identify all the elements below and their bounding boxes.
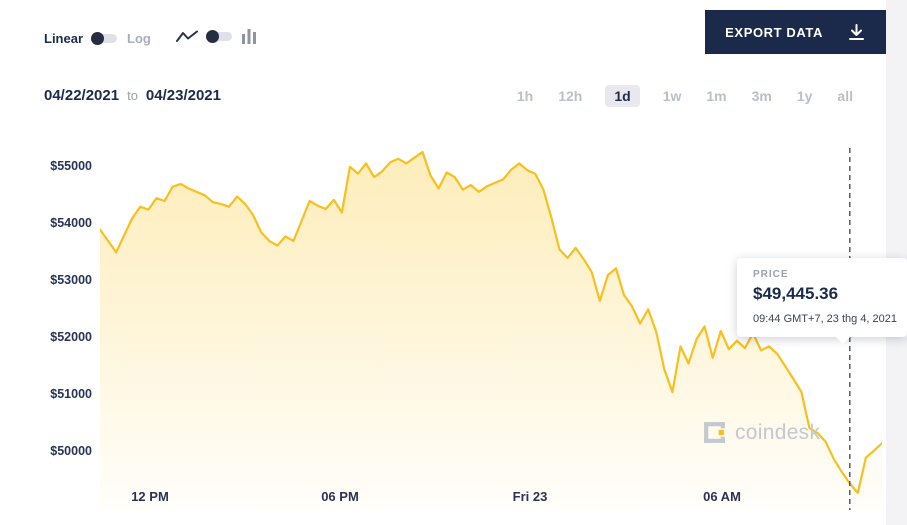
x-axis-label: 12 PM bbox=[131, 489, 169, 504]
range-option-1d[interactable]: 1d bbox=[605, 85, 640, 107]
download-arrow-icon bbox=[847, 23, 866, 42]
y-axis-label: $55000 bbox=[50, 159, 92, 173]
range-option-1w[interactable]: 1w bbox=[662, 88, 682, 104]
start-date[interactable]: 04/22/2021 bbox=[44, 87, 120, 104]
y-axis-label: $53000 bbox=[50, 273, 92, 287]
coindesk-watermark: coindesk bbox=[702, 420, 820, 445]
bar-chart-icon[interactable] bbox=[242, 29, 256, 44]
date-range-separator: to bbox=[127, 88, 138, 103]
line-chart-icon[interactable] bbox=[176, 30, 198, 43]
end-date[interactable]: 04/23/2021 bbox=[145, 87, 221, 104]
range-option-all[interactable]: all bbox=[837, 88, 853, 104]
date-range: 04/22/2021 to 04/23/2021 bbox=[44, 87, 221, 104]
time-range-selector: 1h 12h 1d 1w 1m 3m 1y all bbox=[515, 85, 855, 107]
scale-toggle-switch[interactable] bbox=[91, 32, 118, 45]
export-data-label: EXPORT DATA bbox=[725, 24, 823, 40]
tooltip-price-value: $49,445.36 bbox=[753, 284, 839, 303]
y-axis-label: $52000 bbox=[50, 330, 92, 344]
y-axis-label: $54000 bbox=[50, 216, 92, 230]
coindesk-watermark-text: coindesk bbox=[735, 420, 821, 444]
export-data-button[interactable]: EXPORT DATA bbox=[705, 10, 886, 54]
price-tooltip: PRICE $49,445.36 09:44 GMT+7, 23 thg 4, … bbox=[737, 258, 907, 345]
tooltip-timestamp: 09:44 GMT+7, 23 thg 4, 2021 bbox=[753, 313, 898, 325]
log-scale-label[interactable]: Log bbox=[127, 31, 151, 46]
coindesk-logo-icon bbox=[702, 420, 727, 445]
range-option-1m[interactable]: 1m bbox=[706, 88, 727, 104]
chart-type-toggle-switch[interactable] bbox=[206, 30, 232, 43]
x-axis-label: Fri 23 bbox=[512, 489, 548, 504]
tooltip-price-label: PRICE bbox=[753, 269, 789, 280]
toggle-knob bbox=[206, 30, 219, 43]
scale-toggle-group: Linear Log bbox=[44, 31, 151, 46]
range-option-12h[interactable]: 12h bbox=[558, 88, 583, 104]
x-axis-label: 06 PM bbox=[321, 489, 359, 504]
chart-type-toggle-group bbox=[176, 29, 256, 44]
toggle-knob bbox=[91, 32, 105, 45]
range-option-3m[interactable]: 3m bbox=[751, 88, 772, 104]
linear-scale-label[interactable]: Linear bbox=[44, 31, 84, 46]
range-option-1y[interactable]: 1y bbox=[796, 88, 813, 104]
range-option-1h[interactable]: 1h bbox=[516, 88, 534, 104]
price-area-fill bbox=[100, 152, 882, 510]
x-axis-label: 06 AM bbox=[703, 489, 741, 504]
y-axis-label: $51000 bbox=[50, 387, 92, 401]
y-axis-label: $50000 bbox=[50, 444, 92, 458]
